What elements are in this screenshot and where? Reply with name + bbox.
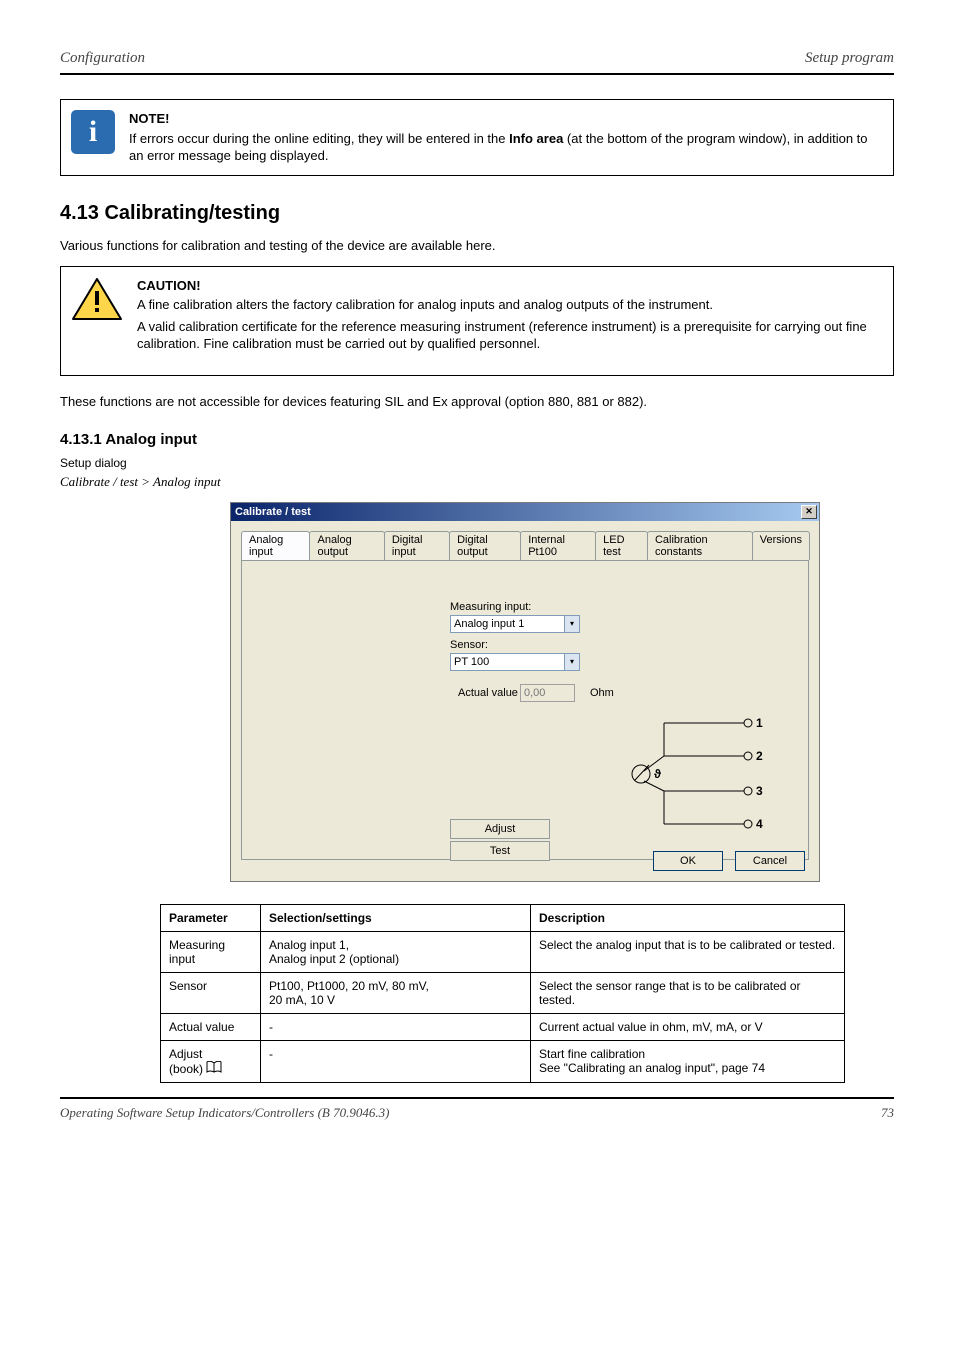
table-row: Actual value - Current actual value in o… [161,1013,845,1040]
note-warn-box: CAUTION! A fine calibration alters the f… [60,266,894,376]
parameter-table: Parameter Selection/settings Description… [160,904,845,1083]
tab-analog-output[interactable]: Analog output [309,531,384,560]
measuring-input-label: Measuring input: [450,601,531,613]
footer-right: 73 [881,1105,894,1121]
actual-value-unit: Ohm [590,687,614,699]
dialog-tabs: Analog input Analog output Digital input… [241,531,809,560]
context-label: Setup dialog [60,456,894,470]
adjust-button[interactable]: Adjust [450,819,550,839]
tab-internal-pt100[interactable]: Internal Pt100 [520,531,596,560]
ok-button[interactable]: OK [653,851,723,871]
subsection-heading: 4.13.1 Analog input [60,431,894,448]
col-selection: Selection/settings [261,904,531,931]
context-path: Calibrate / test > Analog input [60,474,894,490]
sensor-combo[interactable]: PT 100 ▾ [450,653,580,671]
tab-led-test[interactable]: LED test [595,531,648,560]
calibrate-test-dialog: Calibrate / test ✕ Analog input Analog o… [230,502,820,882]
note-info-text: If errors occur during the online editin… [129,130,877,165]
desc-cell: Current actual value in ohm, mV, mA, or … [531,1013,845,1040]
tab-panel: Measuring input: Analog input 1 ▾ Sensor:… [241,560,809,860]
conn-num-4: 4 [756,817,763,831]
conn-num-2: 2 [756,749,763,763]
tab-digital-input[interactable]: Digital input [384,531,450,560]
info-icon: i [71,110,115,154]
footer-left: Operating Software Setup Indicators/Cont… [60,1105,389,1121]
header-rule [60,73,894,75]
desc-cell: Start fine calibration See "Calibrating … [531,1040,845,1082]
page-header: Configuration Setup program [60,50,894,67]
theta-glyph: ϑ [654,767,661,781]
warning-icon [71,277,123,321]
sensor-label: Sensor: [450,639,488,651]
section-heading: 4.13 Calibrating/testing [60,202,894,225]
measuring-input-combo[interactable]: Analog input 1 ▾ [450,615,580,633]
sensor-value: PT 100 [454,656,489,668]
note-info-body: NOTE! If errors occur during the online … [129,110,877,165]
header-left: Configuration [60,50,145,67]
sel-cell: - [261,1013,531,1040]
close-button[interactable]: ✕ [801,505,817,519]
cancel-button[interactable]: Cancel [735,851,805,871]
tab-versions[interactable]: Versions [752,531,810,560]
param-cell: Measuring input [161,931,261,972]
table-row: Measuring input Analog input 1, Analog i… [161,931,845,972]
measuring-input-value: Analog input 1 [454,618,524,630]
chevron-down-icon: ▾ [564,616,579,632]
col-parameter: Parameter [161,904,261,931]
dialog-title: Calibrate / test [235,506,311,518]
sel-cell: Pt100, Pt1000, 20 mV, 80 mV, 20 mA, 10 V [261,972,531,1013]
desc-cell: Select the analog input that is to be ca… [531,931,845,972]
dialog-title-bar: Calibrate / test ✕ [231,503,819,521]
chevron-down-icon: ▾ [564,654,579,670]
param-cell: Sensor [161,972,261,1013]
note-warn-p2: A valid calibration certificate for the … [137,318,877,353]
actual-value-field: 0,00 [520,684,575,702]
desc-cell: Select the sensor range that is to be ca… [531,972,845,1013]
conn-num-1: 1 [756,716,763,730]
sel-cell: - [261,1040,531,1082]
note-warn-p1: A fine calibration alters the factory ca… [137,296,877,314]
actual-value-label: Actual value [458,687,518,699]
note-info-box: i NOTE! If errors occur during the onlin… [60,99,894,176]
tab-analog-input[interactable]: Analog input [241,531,310,560]
table-row: Adjust (book) - Start fine calibration S… [161,1040,845,1082]
tab-digital-output[interactable]: Digital output [449,531,521,560]
param-cell: Actual value [161,1013,261,1040]
page-footer: Operating Software Setup Indicators/Cont… [60,1105,894,1121]
param-cell: Adjust (book) [161,1040,261,1082]
tab-calibration-constants[interactable]: Calibration constants [647,531,753,560]
sel-cell: Analog input 1, Analog input 2 (optional… [261,931,531,972]
table-header-row: Parameter Selection/settings Description [161,904,845,931]
note-warn-title: CAUTION! [137,277,877,295]
access-note: These functions are not accessible for d… [60,394,894,409]
table-row: Sensor Pt100, Pt1000, 20 mV, 80 mV, 20 m… [161,972,845,1013]
section-intro: Various functions for calibration and te… [60,238,894,253]
connection-diagram: ϑ 1 2 3 4 [622,711,762,836]
header-right: Setup program [805,50,894,67]
book-icon [206,1061,222,1073]
note-warn-body: CAUTION! A fine calibration alters the f… [137,277,877,353]
test-button[interactable]: Test [450,841,550,861]
col-description: Description [531,904,845,931]
footer-rule [60,1097,894,1099]
note-info-title: NOTE! [129,110,877,128]
conn-num-3: 3 [756,784,763,798]
